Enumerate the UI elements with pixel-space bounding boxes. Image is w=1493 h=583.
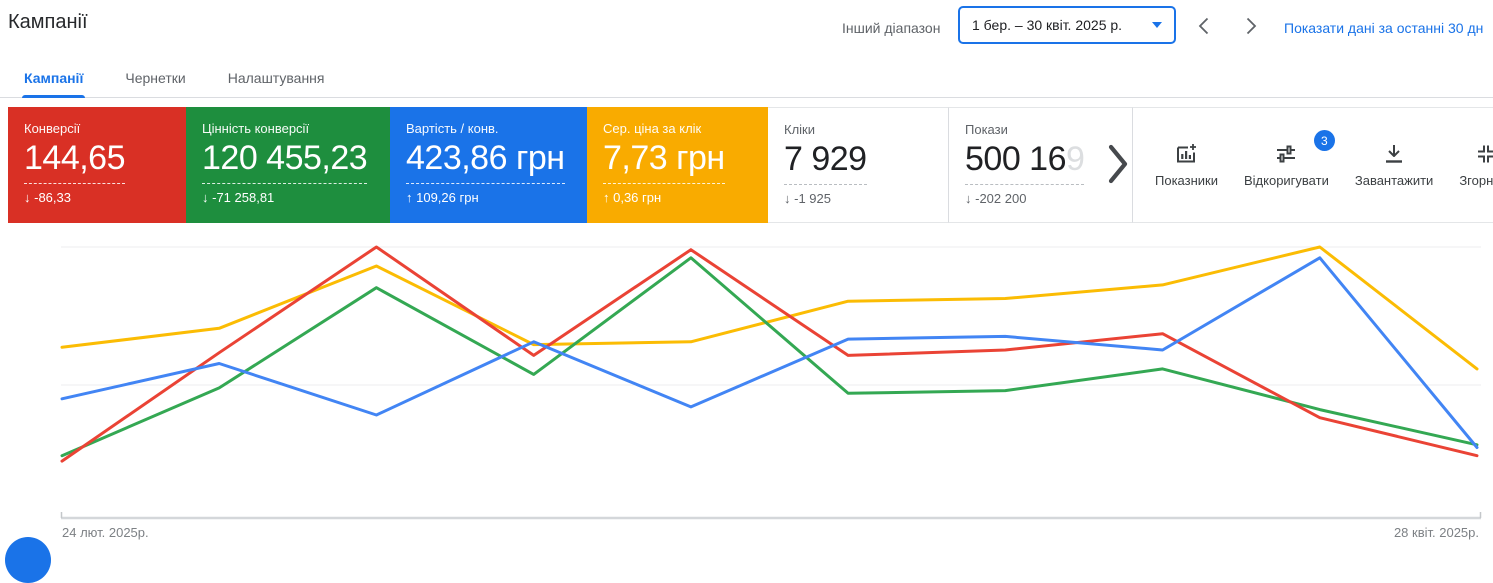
- tab-drafts[interactable]: Чернетки: [125, 69, 186, 86]
- download-button[interactable]: Завантажити: [1355, 142, 1433, 188]
- toolbar-item-label: Відкоригувати: [1243, 173, 1329, 188]
- scorecard-cost-per-conversion[interactable]: Вартість / конв. 423,86 грн ↑ 109,26 грн: [390, 107, 587, 223]
- scorecards-strip: Конверсії 144,65 ↓ -86,33 Цінність конве…: [8, 107, 1493, 223]
- chevron-right-icon: [1108, 144, 1128, 184]
- toolbar-item-label: Згорнути: [1459, 173, 1493, 188]
- scorecard-clicks[interactable]: Кліки 7 929 ↓ -1 925: [768, 107, 948, 223]
- scorecard-value: 423,86 грн: [406, 139, 565, 185]
- table-toolbar: Показники 3 Відкоригувати Завантажити: [1132, 107, 1493, 223]
- tune-icon: [1277, 145, 1296, 163]
- chevron-left-icon: [1198, 17, 1208, 35]
- scorecard-label: Кліки: [784, 122, 815, 137]
- collapse-icon: [1478, 145, 1493, 163]
- scorecard-value: 7 929: [784, 140, 867, 186]
- faded-digit: 9: [1066, 140, 1085, 178]
- scorecard-label: Цінність конверсії: [202, 121, 310, 136]
- recommendations-badge: 3: [1313, 130, 1335, 151]
- scorecard-value: 500 169: [965, 140, 1085, 186]
- date-range-dropdown[interactable]: 1 бер. – 30 квіт. 2025 р.: [958, 6, 1176, 44]
- scorecard-value: 7,73 грн: [603, 139, 725, 185]
- x-axis-label-end: 28 квіт. 2025р.: [1393, 525, 1479, 540]
- toolbar-item-label: Завантажити: [1354, 173, 1434, 188]
- scorecard-label: Вартість / конв.: [406, 121, 499, 136]
- x-axis-label-start: 24 лют. 2025р.: [62, 525, 149, 540]
- scorecard-delta: ↑ 109,26 грн: [406, 190, 479, 206]
- adjust-button[interactable]: 3 Відкоригувати: [1243, 130, 1335, 188]
- chart-line-2: [60, 256, 1479, 449]
- collapse-button[interactable]: Згорнути: [1459, 142, 1493, 188]
- scorecard-delta: ↓ -202 200: [965, 191, 1027, 207]
- dropdown-caret-icon: [1152, 22, 1162, 28]
- date-range-value: 1 бер. – 30 квіт. 2025 р.: [972, 17, 1123, 33]
- chart-line-3: [60, 245, 1479, 371]
- previous-range-button[interactable]: [1190, 13, 1216, 39]
- more-metrics-button[interactable]: [1108, 144, 1129, 189]
- scorecard-delta: ↓ -71 258,81: [202, 190, 275, 206]
- show-last-30-days-link[interactable]: Показати дані за останні 30 дн: [1284, 20, 1484, 36]
- metrics-button[interactable]: Показники: [1155, 142, 1218, 188]
- scorecard-delta: ↓ -1 925: [784, 191, 831, 207]
- tabs-bar: Кампанії Чернетки Налаштування: [0, 58, 1493, 98]
- scorecard-delta: ↑ 0,36 грн: [603, 190, 662, 206]
- scorecard-label: Конверсії: [24, 121, 81, 136]
- help-fab-button[interactable]: [5, 537, 51, 583]
- chevron-right-icon: [1246, 17, 1256, 35]
- scorecard-conversion-value[interactable]: Цінність конверсії 120 455,23 ↓ -71 258,…: [186, 107, 390, 223]
- chart-series-lines: [60, 245, 1479, 463]
- scorecard-label: Покази: [965, 122, 1008, 137]
- next-range-button[interactable]: [1238, 13, 1264, 39]
- chart-line-0: [60, 245, 1479, 463]
- tab-settings[interactable]: Налаштування: [227, 69, 325, 86]
- scorecard-label: Сер. ціна за клік: [603, 121, 702, 136]
- scorecard-conversions[interactable]: Конверсії 144,65 ↓ -86,33: [8, 107, 186, 223]
- scorecard-value: 120 455,23: [202, 139, 368, 185]
- scorecard-impressions[interactable]: Покази 500 169 ↓ -202 200: [948, 107, 1132, 223]
- scorecard-avg-cpc[interactable]: Сер. ціна за клік 7,73 грн ↑ 0,36 грн: [587, 107, 768, 223]
- add-chart-icon: [1177, 144, 1197, 163]
- scorecard-value: 144,65: [24, 139, 126, 185]
- performance-chart: 24 лют. 2025р. 28 квіт. 2025р.: [0, 237, 1493, 548]
- page-title: Кампанії: [8, 11, 88, 33]
- download-icon: [1386, 145, 1403, 163]
- scorecard-delta: ↓ -86,33: [24, 190, 71, 206]
- tab-campaigns[interactable]: Кампанії: [22, 58, 86, 98]
- custom-range-label: Інший діапазон: [842, 20, 941, 36]
- toolbar-item-label: Показники: [1155, 173, 1218, 188]
- chart-line-1: [60, 256, 1479, 458]
